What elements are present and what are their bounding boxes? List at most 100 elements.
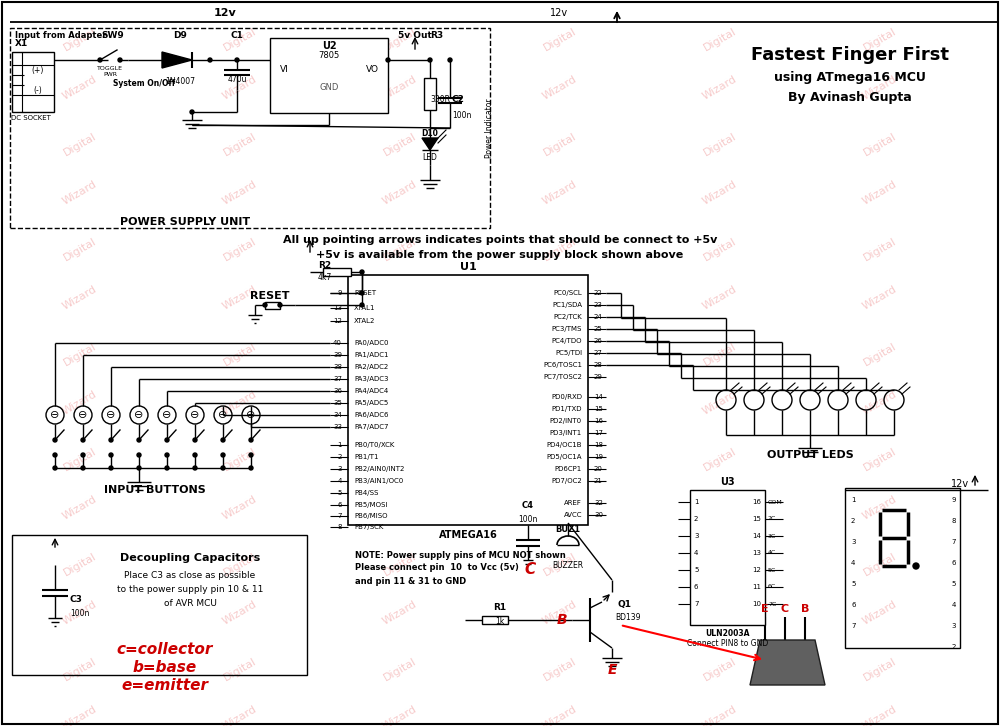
Circle shape bbox=[208, 58, 212, 62]
Text: C1: C1 bbox=[231, 30, 243, 39]
Text: Digital: Digital bbox=[222, 27, 258, 54]
Circle shape bbox=[360, 291, 364, 295]
Circle shape bbox=[53, 438, 57, 442]
Text: Wizard: Wizard bbox=[61, 389, 99, 417]
Circle shape bbox=[235, 58, 239, 62]
Text: C: C bbox=[781, 604, 789, 614]
Text: 1k: 1k bbox=[495, 618, 505, 627]
Text: 4: 4 bbox=[851, 560, 855, 566]
Circle shape bbox=[448, 58, 452, 62]
Circle shape bbox=[53, 466, 57, 470]
Text: Digital: Digital bbox=[382, 552, 418, 579]
Text: 14: 14 bbox=[752, 533, 761, 539]
Text: c=collector: c=collector bbox=[117, 643, 213, 658]
Text: Wizard: Wizard bbox=[381, 599, 419, 627]
Text: D10: D10 bbox=[422, 129, 438, 137]
Circle shape bbox=[360, 303, 364, 307]
Text: 1: 1 bbox=[851, 497, 856, 503]
Text: DC SOCKET: DC SOCKET bbox=[11, 115, 51, 121]
Text: 18: 18 bbox=[594, 442, 603, 448]
Text: Wizard: Wizard bbox=[381, 179, 419, 207]
Text: Wizard: Wizard bbox=[861, 74, 899, 102]
Text: PB0/T0/XCK: PB0/T0/XCK bbox=[354, 442, 394, 448]
Text: Digital: Digital bbox=[702, 237, 738, 264]
Text: PA5/ADC5: PA5/ADC5 bbox=[354, 400, 388, 406]
Text: 5: 5 bbox=[952, 581, 956, 587]
Text: 2: 2 bbox=[338, 454, 342, 460]
Text: PD2/INT0: PD2/INT0 bbox=[550, 418, 582, 424]
Text: PWR: PWR bbox=[103, 73, 117, 78]
Circle shape bbox=[98, 58, 102, 62]
Text: (-): (-) bbox=[34, 86, 42, 94]
Text: 4: 4 bbox=[694, 550, 698, 556]
Text: 11: 11 bbox=[752, 584, 761, 590]
Circle shape bbox=[193, 466, 197, 470]
Text: 24: 24 bbox=[594, 314, 603, 320]
Text: R3: R3 bbox=[430, 30, 443, 39]
Circle shape bbox=[190, 110, 194, 114]
Circle shape bbox=[165, 453, 169, 457]
Text: 16: 16 bbox=[752, 499, 761, 505]
Text: Digital: Digital bbox=[542, 446, 578, 473]
Text: TOGGLE: TOGGLE bbox=[97, 65, 123, 70]
Bar bbox=[12, 535, 307, 675]
Text: 100n: 100n bbox=[452, 110, 471, 120]
Text: 36: 36 bbox=[333, 388, 342, 394]
Text: Wizard: Wizard bbox=[861, 389, 899, 417]
Text: 8: 8 bbox=[338, 524, 342, 530]
Text: PC4/TDO: PC4/TDO bbox=[552, 338, 582, 344]
Text: Input from Adapter: Input from Adapter bbox=[15, 30, 106, 39]
Text: U3: U3 bbox=[720, 477, 735, 487]
Text: PC0/SCL: PC0/SCL bbox=[553, 290, 582, 296]
Text: OUTPUT LEDS: OUTPUT LEDS bbox=[767, 450, 853, 460]
Text: 6: 6 bbox=[338, 502, 342, 508]
Text: 5: 5 bbox=[851, 581, 855, 587]
Text: Digital: Digital bbox=[542, 342, 578, 368]
Text: VO: VO bbox=[366, 65, 378, 75]
Text: PB1/T1: PB1/T1 bbox=[354, 454, 378, 460]
Text: PB6/MISO: PB6/MISO bbox=[354, 513, 388, 519]
Text: LED: LED bbox=[423, 153, 437, 163]
Text: Wizard: Wizard bbox=[61, 179, 99, 207]
Polygon shape bbox=[422, 138, 438, 150]
Text: GND: GND bbox=[319, 83, 339, 92]
Bar bbox=[690, 490, 765, 625]
Text: PB4/SS: PB4/SS bbox=[354, 490, 378, 496]
Text: PC6/TOSC1: PC6/TOSC1 bbox=[543, 362, 582, 368]
Text: Wizard: Wizard bbox=[861, 494, 899, 522]
Text: 25: 25 bbox=[594, 326, 603, 332]
Text: 29: 29 bbox=[594, 374, 603, 380]
Text: BUZZER: BUZZER bbox=[552, 560, 584, 569]
Text: Wizard: Wizard bbox=[381, 74, 419, 102]
Text: 20: 20 bbox=[594, 466, 603, 472]
Text: Wizard: Wizard bbox=[701, 704, 739, 726]
Text: Digital: Digital bbox=[62, 552, 98, 579]
Text: 28: 28 bbox=[594, 362, 603, 368]
Text: Digital: Digital bbox=[862, 552, 898, 579]
Text: PB2/AIN0/INT2: PB2/AIN0/INT2 bbox=[354, 466, 404, 472]
Circle shape bbox=[278, 303, 282, 307]
Text: 5v Out: 5v Out bbox=[398, 30, 432, 39]
Text: Please connect pin  10  to Vcc (5v): Please connect pin 10 to Vcc (5v) bbox=[355, 563, 519, 573]
Text: 12v: 12v bbox=[214, 8, 236, 18]
Circle shape bbox=[221, 466, 225, 470]
Text: SW9: SW9 bbox=[102, 30, 124, 39]
Text: 13: 13 bbox=[752, 550, 761, 556]
Text: PD1/TXD: PD1/TXD bbox=[552, 406, 582, 412]
Circle shape bbox=[249, 466, 253, 470]
Text: +5v is available from the power supply block shown above: +5v is available from the power supply b… bbox=[316, 250, 684, 260]
Text: Digital: Digital bbox=[862, 27, 898, 54]
Bar bbox=[424, 78, 436, 110]
Text: Digital: Digital bbox=[222, 237, 258, 264]
Text: Digital: Digital bbox=[702, 27, 738, 54]
Text: Digital: Digital bbox=[542, 27, 578, 54]
Text: Digital: Digital bbox=[382, 446, 418, 473]
Text: Digital: Digital bbox=[862, 237, 898, 264]
Text: Digital: Digital bbox=[382, 237, 418, 264]
Text: Wizard: Wizard bbox=[701, 599, 739, 627]
Text: 6C: 6C bbox=[768, 584, 776, 590]
Text: 3: 3 bbox=[952, 623, 956, 629]
Text: PD6CP1: PD6CP1 bbox=[555, 466, 582, 472]
Circle shape bbox=[165, 466, 169, 470]
Text: 5: 5 bbox=[694, 567, 698, 573]
